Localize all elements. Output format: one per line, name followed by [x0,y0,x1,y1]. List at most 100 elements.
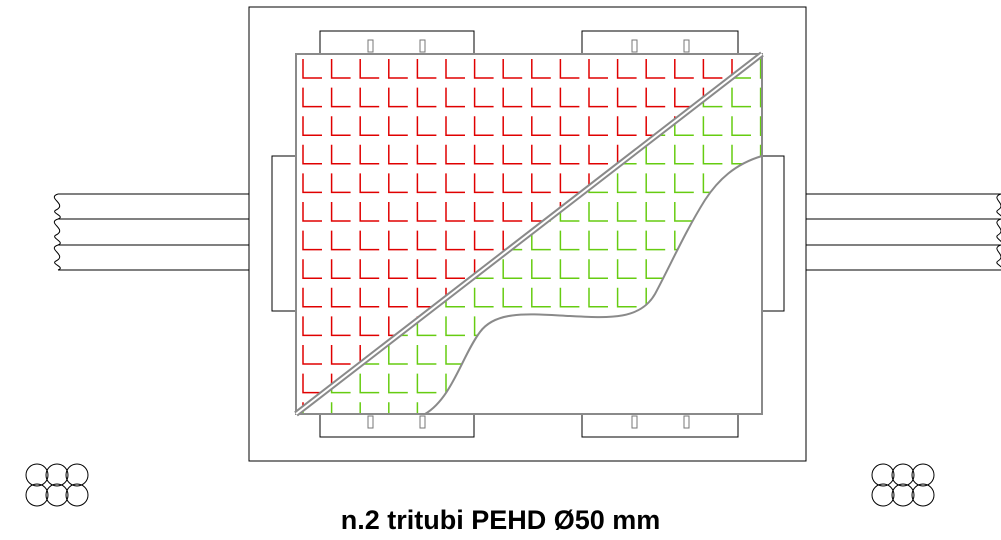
grid-mark-upper [702,202,723,222]
grid-mark-upper [388,345,408,365]
grid-mark-upper [588,402,608,414]
grid-mark-upper [330,287,351,308]
grid-mark-lower [330,202,351,222]
tube-circle [891,483,915,507]
grid-mark-upper [473,373,494,394]
grid-mark-lower [731,230,751,251]
grid-mark-upper [388,173,408,194]
grid-mark-upper [645,345,666,365]
grid-mark-lower [502,59,523,79]
grid-mark-lower [674,373,694,394]
grid-mark-lower [359,59,380,79]
grid-mark-upper [616,87,637,108]
grid-mark-lower [388,373,408,394]
grid-mark-upper [674,144,694,165]
grid-mark-lower [473,230,494,251]
grid-mark-upper [302,202,322,222]
grid-mark-lower [588,259,608,279]
grid-mark-upper [588,287,608,308]
grid-mark-upper [559,259,580,279]
grid-mark-lower [616,87,637,108]
cutaway-curve [424,155,763,415]
grid-mark-upper [359,173,380,194]
grid-mark-upper [473,87,494,108]
grid-mark-lower [588,230,608,251]
grid-mark-lower [731,259,751,279]
grid-mark-upper [388,230,408,251]
grid-mark-upper [588,87,608,108]
grid-mark-lower [445,345,465,365]
grid-mark-upper [531,373,551,394]
grid-mark-upper [588,345,608,365]
grid-mark-lower [330,345,351,365]
grid-mark-upper [702,144,723,165]
grid-mark-lower [645,230,666,251]
grid-mark-upper [731,173,751,194]
grid-mark-lower [473,202,494,222]
grid-mark-upper [445,173,465,194]
grid-mark-upper [416,373,437,394]
grid-mark-upper [731,287,751,308]
grid-mark-lower [502,144,523,165]
grid-mark-upper [416,230,437,251]
grid-mark-upper [588,116,608,136]
grid-mark-lower [702,59,723,79]
tube-circle [25,483,49,507]
grid-mark-lower [616,316,637,337]
grid-mark-upper [502,402,523,414]
grid-mark-lower [674,173,694,194]
grid-mark-lower [388,144,408,165]
grid-mark-upper [702,287,723,308]
grid-mark-lower [330,287,351,308]
grid-mark-lower [674,345,694,365]
grid-mark-lower [531,345,551,365]
grid-mark-upper [759,373,762,394]
grid-mark-lower [616,59,637,79]
grid-mark-upper [759,59,762,79]
grid-mark-upper [388,402,408,414]
grid-mark-lower [302,202,322,222]
grid-mark-lower [473,144,494,165]
grid-mark-lower [359,402,380,414]
grid-mark-lower [702,144,723,165]
grid-mark-lower [330,402,351,414]
grid-mark-lower [531,59,551,79]
grid-mark-lower [731,173,751,194]
grid-mark-lower [559,402,580,414]
grid-mark-lower [302,345,322,365]
grid-mark-upper [302,87,322,108]
grid-mark-upper [702,259,723,279]
grid-mark-upper [731,230,751,251]
grid-mark-upper [702,230,723,251]
grid-mark-lower [559,345,580,365]
grid-mark-lower [416,402,437,414]
right-cable-bundle [871,463,935,507]
grid-mark-lower [416,202,437,222]
tube-circle [45,463,69,487]
grid-mark-lower [616,287,637,308]
grid-mark-upper [731,87,751,108]
grid-mark-upper [388,373,408,394]
grid-mark-lower [531,173,551,194]
grid-mark-lower [416,259,437,279]
grid-mark-lower [702,202,723,222]
grid-mark-upper [674,230,694,251]
grid-mark-lower [388,230,408,251]
grid-mark-lower [759,259,762,279]
grid-mark-upper [645,144,666,165]
grid-mark-upper [645,402,666,414]
grid-mark-upper [445,116,465,136]
grid-mark-upper [302,345,322,365]
grid-mark-upper [702,316,723,337]
grid-mark-lower [559,287,580,308]
grid-mark-upper [359,230,380,251]
grid-mark-upper [302,116,322,136]
grid-mark-upper [559,173,580,194]
grid-mark-lower [674,144,694,165]
grid-mark-lower [445,259,465,279]
grid-mark-upper [445,345,465,365]
grid-mark-upper [531,287,551,308]
grid-mark-upper [416,59,437,79]
grid-mark-upper [588,259,608,279]
grid-mark-lower [473,402,494,414]
